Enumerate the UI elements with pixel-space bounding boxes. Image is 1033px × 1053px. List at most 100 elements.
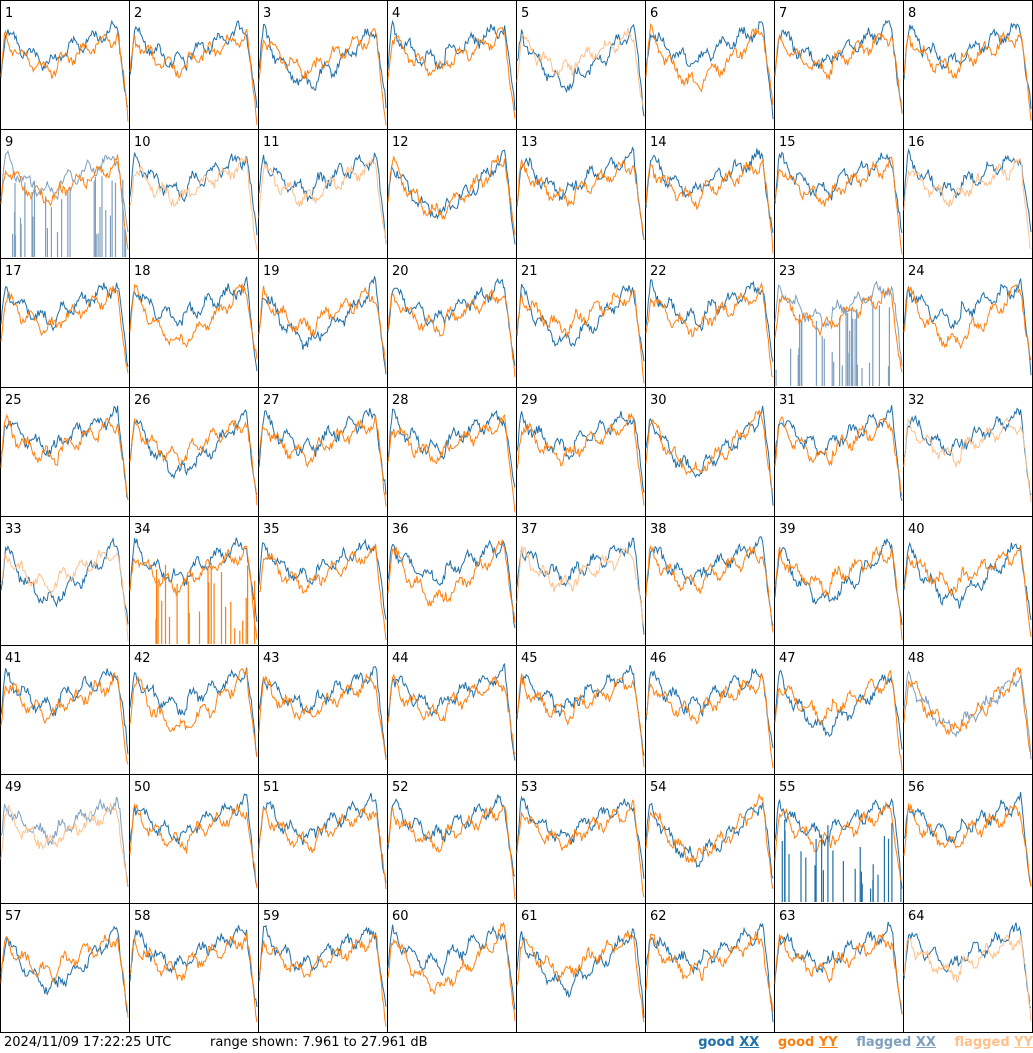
series-yy-14: [645, 158, 774, 254]
panel-34: 34: [129, 516, 259, 646]
panel-35: 35: [258, 516, 388, 646]
range-shown: range shown: 7.961 to 27.961 dB: [210, 1035, 428, 1050]
panel-frame: [387, 0, 517, 130]
series-yy-37: [516, 545, 645, 627]
panel-30: 30: [645, 387, 775, 517]
panel-45: 45: [516, 645, 646, 775]
series-yy-34: [129, 545, 258, 640]
panel-39: 39: [774, 516, 904, 646]
series-yy-28: [387, 414, 516, 513]
timestamp: 2024/11/09 17:22:25 UTC: [4, 1035, 172, 1050]
series-yy-22: [645, 282, 774, 378]
panel-label: 29: [521, 393, 538, 408]
panel-21: 21: [516, 258, 646, 388]
series-xx-37: [516, 537, 645, 635]
series-xx-25: [0, 405, 129, 500]
series-xx-15: [774, 151, 903, 234]
series-yy-64: [903, 934, 1032, 1022]
flag-spikes: [12, 176, 127, 257]
panel-label: 56: [908, 780, 925, 795]
panel-label: 32: [908, 393, 925, 408]
panel-label: 34: [134, 522, 151, 537]
panel-label: 40: [908, 522, 925, 537]
panel-frame: [387, 258, 517, 388]
series-yy-57: [0, 934, 129, 1018]
series-xx-24: [903, 278, 1032, 376]
panel-19: 19: [258, 258, 388, 388]
legend-flagged-yy: flagged YY: [954, 1035, 1033, 1050]
series-xx-35: [258, 538, 387, 620]
series-yy-49: [0, 802, 129, 884]
series-yy-20: [387, 288, 516, 378]
series-yy-39: [774, 545, 903, 640]
panel-57: 57: [0, 903, 130, 1033]
panel-label: 19: [263, 264, 280, 279]
panel-22: 22: [645, 258, 775, 388]
series-yy-63: [774, 933, 903, 1015]
series-yy-21: [516, 289, 645, 384]
panel-37: 37: [516, 516, 646, 646]
panel-label: 57: [5, 909, 22, 924]
panel-label: 22: [650, 264, 667, 279]
panel-frame: [258, 387, 388, 517]
panel-47: 47: [774, 645, 904, 775]
series-yy-17: [0, 285, 129, 374]
panel-label: 47: [779, 651, 796, 666]
series-xx-48: [903, 670, 1032, 760]
panel-label: 49: [5, 780, 22, 795]
panel-8: 8: [903, 0, 1033, 130]
panel-52: 52: [387, 774, 517, 904]
series-xx-51: [258, 792, 387, 883]
series-xx-11: [258, 152, 387, 244]
panel-27: 27: [258, 387, 388, 517]
panel-28: 28: [387, 387, 517, 517]
series-yy-13: [516, 159, 645, 241]
panel-58: 58: [129, 903, 259, 1033]
series-yy-46: [645, 672, 774, 769]
series-xx-9: [0, 149, 129, 233]
series-xx-63: [774, 921, 903, 1015]
panel-53: 53: [516, 774, 646, 904]
series-yy-45: [516, 673, 645, 768]
panel-54: 54: [645, 774, 775, 904]
series-yy-31: [774, 415, 903, 497]
series-xx-57: [0, 925, 129, 1014]
panel-7: 7: [774, 0, 904, 130]
panel-frame: [516, 645, 646, 775]
series-yy-3: [258, 28, 387, 126]
panel-label: 26: [134, 393, 151, 408]
panel-frame: [516, 0, 646, 130]
series-yy-6: [645, 23, 774, 105]
panel-38: 38: [645, 516, 775, 646]
panel-label: 9: [5, 135, 13, 150]
panel-label: 48: [908, 651, 925, 666]
panel-label: 37: [521, 522, 538, 537]
panel-frame: [0, 903, 130, 1033]
panel-label: 10: [134, 135, 151, 150]
panel-label: 2: [134, 6, 142, 21]
series-yy-42: [129, 667, 258, 758]
panel-label: 43: [263, 651, 280, 666]
panel-59: 59: [258, 903, 388, 1033]
series-yy-50: [129, 802, 258, 889]
panel-4: 4: [387, 0, 517, 130]
panel-13: 13: [516, 129, 646, 259]
panel-frame: [774, 129, 904, 259]
series-xx-41: [0, 668, 129, 755]
series-xx-55: [774, 797, 903, 888]
series-yy-11: [258, 157, 387, 245]
series-yy-48: [903, 666, 1032, 753]
footer: 2024/11/09 17:22:25 UTC range shown: 7.9…: [0, 1033, 1033, 1053]
series-xx-31: [774, 405, 903, 502]
legend-flagged-xx: flagged XX: [856, 1035, 936, 1050]
panel-label: 50: [134, 780, 151, 795]
panel-label: 15: [779, 135, 796, 150]
series-yy-44: [387, 673, 516, 755]
panel-label: 53: [521, 780, 538, 795]
panel-33: 33: [0, 516, 130, 646]
series-yy-55: [774, 800, 903, 890]
panel-51: 51: [258, 774, 388, 904]
series-xx-10: [129, 152, 258, 236]
series-yy-40: [903, 545, 1032, 637]
panel-frame: [258, 645, 388, 775]
